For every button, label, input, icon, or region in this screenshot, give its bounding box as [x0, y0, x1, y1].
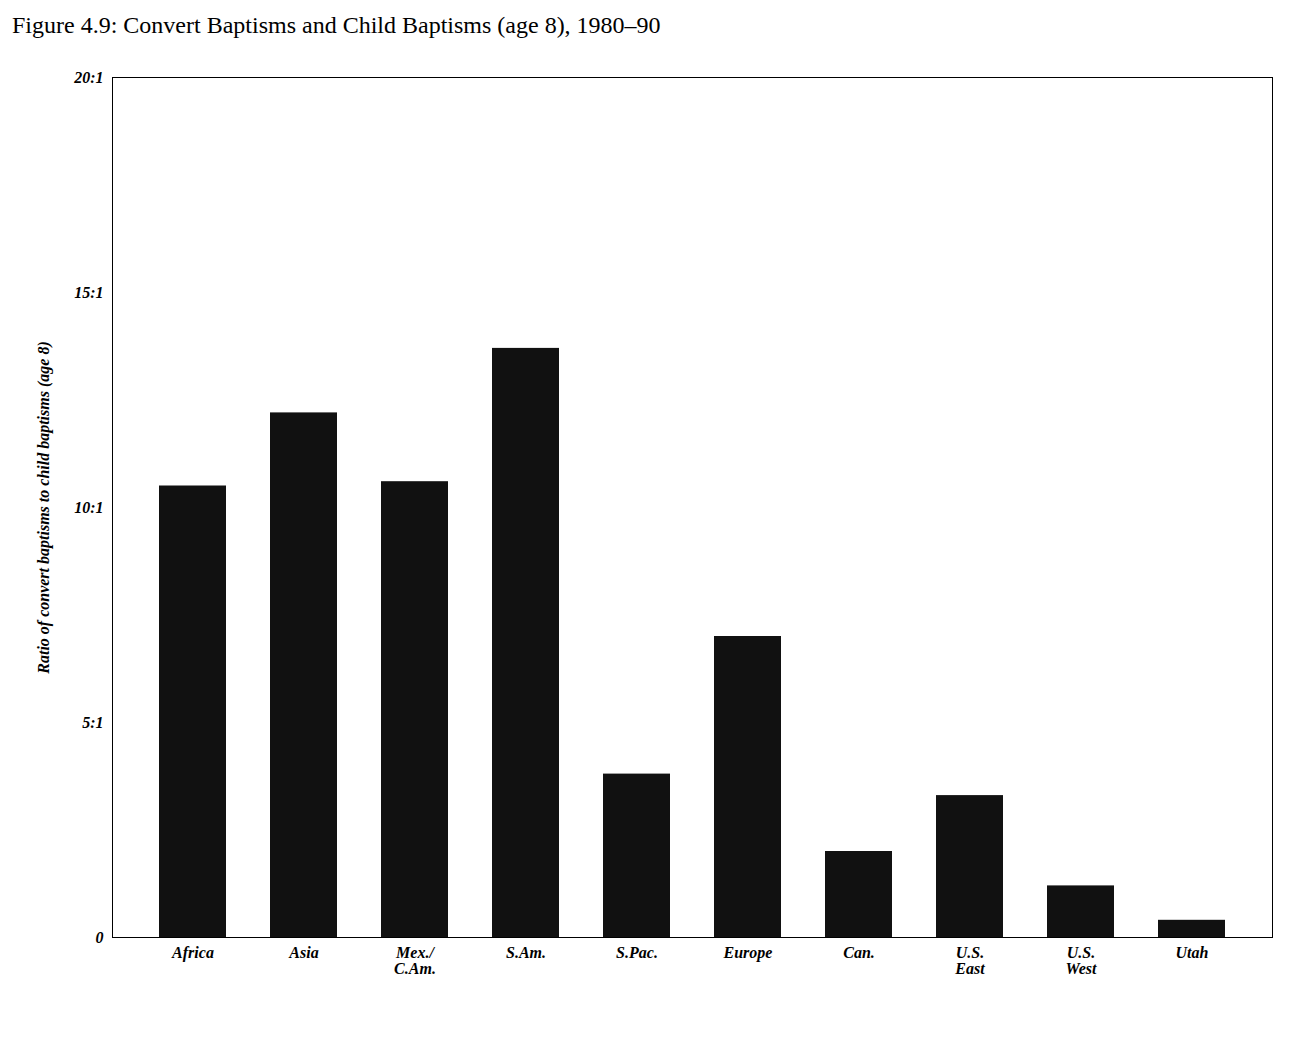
svg-text:S.Am.: S.Am.: [506, 944, 546, 961]
svg-text:15:1: 15:1: [74, 284, 103, 301]
html-text:Figure 4.9: Convert Baptisms a: Figure 4.9: Convert Baptisms and Child B…: [12, 12, 661, 38]
svg-text:Asia: Asia: [288, 944, 318, 961]
svg-text:Africa: Africa: [171, 944, 214, 962]
svg-text:20:1: 20:1: [73, 69, 103, 86]
svg-text:Utah: Utah: [1176, 944, 1209, 961]
svg-text:Can.: Can.: [843, 944, 875, 961]
svg-text:10:1: 10:1: [74, 499, 103, 516]
svg-text:U.S.East: U.S.East: [954, 944, 985, 977]
svg-text:0: 0: [96, 929, 104, 946]
svg-text:Ratio of convert baptisms to c: Ratio of convert baptisms to child bapti…: [35, 341, 53, 674]
svg-text:Europe: Europe: [723, 944, 773, 962]
svg-text:Mex./C.Am.: Mex./C.Am.: [394, 944, 436, 977]
svg-text:5:1: 5:1: [82, 714, 103, 731]
svg-text:S.Pac.: S.Pac.: [616, 944, 658, 961]
svg-text:U.S.West: U.S.West: [1066, 944, 1097, 977]
